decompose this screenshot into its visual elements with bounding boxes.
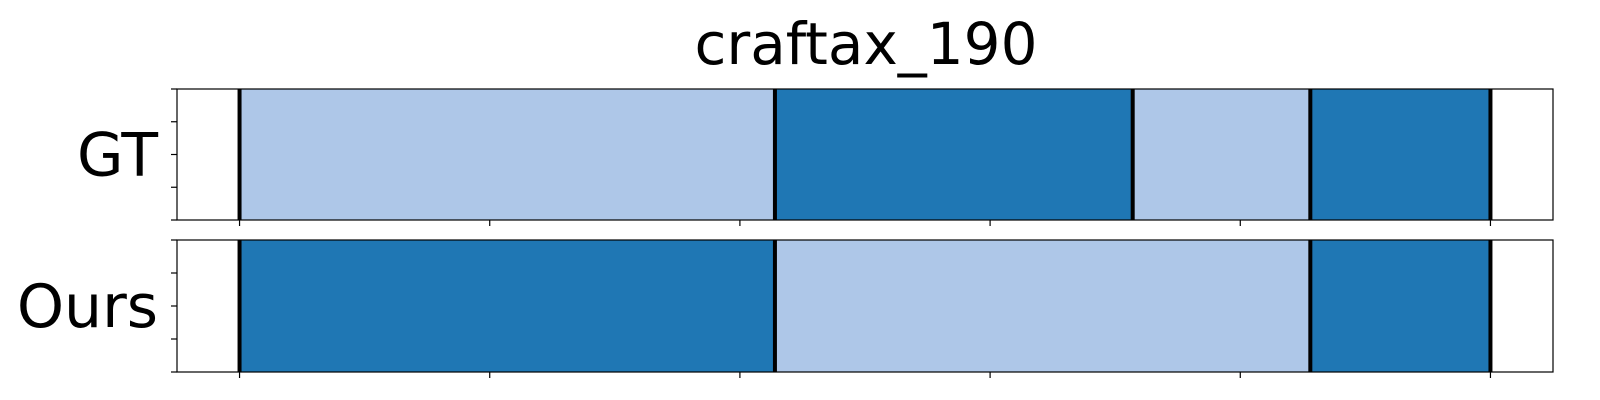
chart-title: craftax_190 [695,10,1038,78]
segment-ours-2 [1310,240,1491,372]
segment-gt-1 [774,89,1133,220]
rows-layer: GT Ours [17,88,1554,378]
segment-gt-2 [1132,89,1311,220]
row-label-gt: GT [77,121,158,191]
segment-ours-1 [774,240,1311,372]
row-panel-gt: GT [77,88,1554,226]
segment-ours-0 [239,240,775,372]
segment-gt-0 [239,89,775,220]
segment-gt-3 [1310,89,1491,220]
row-panel-ours: Ours [17,239,1554,378]
row-label-ours: Ours [17,272,158,342]
